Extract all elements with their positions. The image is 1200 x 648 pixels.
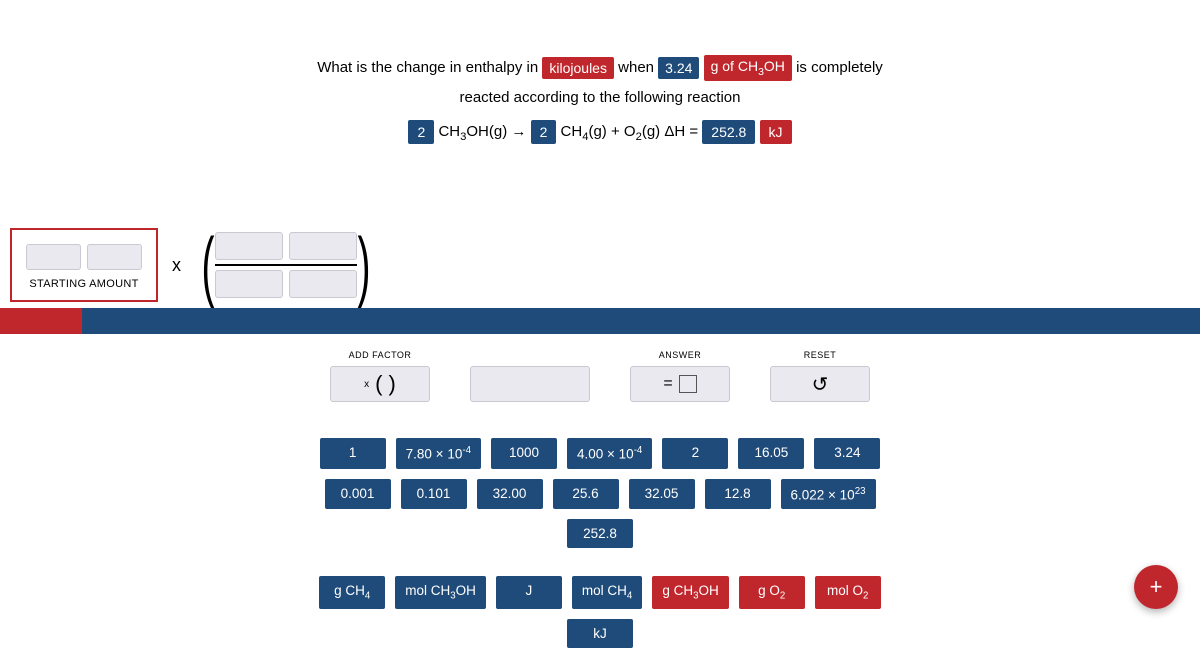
add-factor-x: x	[364, 379, 369, 390]
number-tile[interactable]: 32.00	[477, 479, 543, 510]
unit-tile[interactable]: g CH4	[319, 576, 385, 609]
number-tile[interactable]: 1000	[491, 438, 557, 469]
times-symbol: x	[172, 255, 181, 276]
number-tile[interactable]: 0.101	[401, 479, 467, 510]
number-tile[interactable]: 2	[662, 438, 728, 469]
tile-row: g CH4 mol CH3OH Jmol CH4 g CH3OH g O2 mol O2	[319, 576, 881, 609]
conversion-factor: ( )	[195, 232, 377, 298]
question-block: What is the change in enthalpy in kilojo…	[0, 0, 1200, 144]
number-tile[interactable]: 7.80 × 10-4	[396, 438, 481, 469]
number-tile[interactable]: 16.05	[738, 438, 804, 469]
number-tile[interactable]: 6.022 × 1023	[781, 479, 876, 510]
equation: 2 CH3OH(g) → 2 CH4(g) + O2(g) ΔH = 252.8…	[0, 120, 1200, 144]
reset-label: RESET	[804, 350, 837, 360]
eq-r1: CH3OH(g) →	[438, 123, 530, 140]
question-line-1: What is the change in enthalpy in kilojo…	[0, 55, 1200, 81]
chip-mass: 3.24	[658, 57, 699, 79]
number-tile[interactable]: 3.24	[814, 438, 880, 469]
numerator-unit-slot[interactable]	[289, 232, 357, 260]
eq-unit: kJ	[760, 120, 792, 144]
paren-left: (	[201, 234, 214, 296]
unit-tile[interactable]: mol CH3OH	[395, 576, 486, 609]
unit-tile[interactable]: g CH3OH	[652, 576, 728, 609]
eq-coef-1: 2	[408, 120, 434, 144]
answer-group: ANSWER =	[630, 350, 730, 402]
divider-band-accent	[0, 308, 82, 334]
unit-tile[interactable]: mol CH4	[572, 576, 642, 609]
expression-slot[interactable]	[470, 366, 590, 402]
answer-eq: =	[663, 375, 672, 393]
tile-area: 1 7.80 × 10-4 1000 4.00 × 10-4 2 16.05 3.24 0.0…	[0, 438, 1200, 648]
eq-coef-2: 2	[531, 120, 557, 144]
add-factor-parens: ( )	[375, 371, 396, 397]
number-tile[interactable]: 4.00 × 10-4	[567, 438, 652, 469]
eq-r2: CH4(g) + O2(g) ΔH =	[561, 123, 703, 140]
number-tile[interactable]: 25.6	[553, 479, 619, 510]
plus-icon: +	[1150, 574, 1163, 600]
number-tile[interactable]: 32.05	[629, 479, 695, 510]
reset-group: RESET ↺	[770, 350, 870, 402]
chip-species: g of CH3OH	[704, 55, 792, 81]
eq-dh: 252.8	[702, 120, 755, 144]
blank-label	[528, 350, 531, 360]
number-tile[interactable]: 12.8	[705, 479, 771, 510]
unit-tile[interactable]: g O2	[739, 576, 805, 609]
starting-unit-slot[interactable]	[87, 244, 142, 270]
reset-icon: ↺	[812, 372, 829, 397]
question-line-2: reacted according to the following react…	[0, 89, 1200, 106]
denominator-value-slot[interactable]	[215, 270, 283, 298]
denominator-unit-slot[interactable]	[289, 270, 357, 298]
numerator-value-slot[interactable]	[215, 232, 283, 260]
expression-slot-group	[470, 350, 590, 402]
starting-amount-box[interactable]: STARTING AMOUNT	[10, 228, 158, 302]
chip-kilojoules: kilojoules	[542, 57, 614, 79]
q-text-1: What is the change in enthalpy in	[317, 59, 538, 76]
answer-box[interactable]: =	[630, 366, 730, 402]
number-tile[interactable]: 0.001	[325, 479, 391, 510]
number-tile[interactable]: 1	[320, 438, 386, 469]
controls: ADD FACTOR x ( ) ANSWER = RESET ↺	[0, 350, 1200, 416]
add-factor-group: ADD FACTOR x ( )	[330, 350, 430, 402]
tile-row: 1 7.80 × 10-4 1000 4.00 × 10-4 2 16.05 3.24	[320, 438, 881, 469]
unit-tile[interactable]: kJ	[567, 619, 633, 648]
starting-amount-label: STARTING AMOUNT	[26, 278, 142, 290]
tile-row: kJ	[567, 619, 633, 648]
divider-band	[0, 308, 1200, 334]
q-text-3: is completely	[796, 59, 883, 76]
tile-row: 0.001 0.101 32.00 25.6 32.05 12.8 6.022 × 1023	[325, 479, 876, 510]
q-text-2: when	[618, 59, 654, 76]
paren-right: )	[357, 234, 370, 296]
add-factor-button[interactable]: x ( )	[330, 366, 430, 402]
starting-value-slot[interactable]	[26, 244, 81, 270]
fraction-line	[215, 264, 357, 266]
answer-label: ANSWER	[659, 350, 702, 360]
unit-tile[interactable]: J	[496, 576, 562, 609]
add-fab[interactable]: +	[1134, 565, 1178, 609]
tile-row: 252.8	[567, 519, 633, 548]
number-tile[interactable]: 252.8	[567, 519, 633, 548]
unit-tile[interactable]: mol O2	[815, 576, 881, 609]
reset-button[interactable]: ↺	[770, 366, 870, 402]
add-factor-label: ADD FACTOR	[349, 350, 412, 360]
answer-placeholder-icon	[679, 375, 697, 393]
